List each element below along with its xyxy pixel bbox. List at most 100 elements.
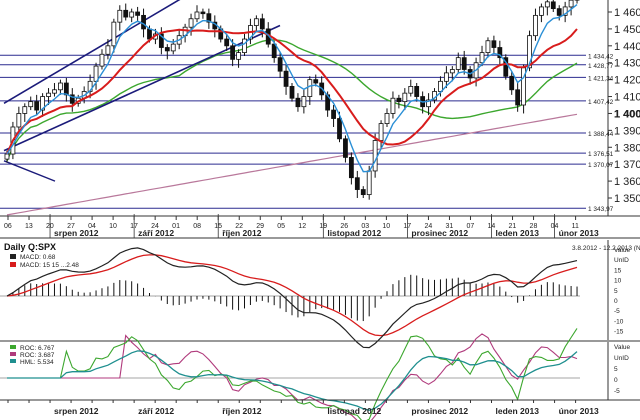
candle-body — [461, 57, 467, 70]
trend-line-short — [3, 160, 56, 182]
macd-right-label: Value — [614, 247, 631, 254]
level-label: 1 434,42 — [588, 53, 614, 60]
candle-body — [52, 89, 57, 94]
candle-body — [354, 177, 360, 190]
candle-body — [348, 157, 354, 179]
candle-body — [147, 28, 152, 40]
roc-legend-label: ROC: 3.687 — [20, 352, 55, 359]
x-month-label: září 2012 — [138, 228, 174, 238]
price-y-tick-label: 1 430 — [614, 58, 640, 70]
x-day-label: 31 — [445, 223, 453, 230]
candle-body — [509, 75, 515, 91]
candle-body — [402, 92, 408, 103]
x-day-label: 21 — [509, 223, 517, 230]
roc-right-label: UnID — [614, 355, 629, 362]
candle-body — [343, 138, 348, 158]
candle-body — [259, 18, 265, 30]
candle-body — [426, 99, 431, 108]
x-day-label: 27 — [67, 223, 75, 230]
candle-body — [515, 89, 521, 106]
candle-body — [123, 9, 129, 18]
macd-right-label: 10 — [614, 278, 622, 285]
x-day-label: 08 — [193, 223, 201, 230]
candle-body — [378, 123, 384, 141]
candle-body — [384, 113, 390, 124]
macd-legend-swatch — [10, 254, 16, 259]
candle-body — [206, 13, 212, 23]
roc-right-label: Value — [614, 344, 631, 351]
candle-body — [360, 189, 366, 196]
macd-right-label: -15 — [614, 329, 624, 336]
x-day-label: 07 — [466, 223, 474, 230]
candle-body — [533, 14, 538, 37]
candle-body — [366, 170, 372, 196]
candle-body — [200, 11, 206, 15]
candle-body — [194, 11, 200, 20]
candle-body — [337, 118, 342, 140]
bottom-x-month-label: únor 2013 — [559, 406, 599, 416]
roc-legend-swatch — [10, 345, 16, 349]
candle-body — [230, 45, 236, 60]
level-label: 1 421,34 — [588, 75, 614, 82]
candle-body — [63, 82, 69, 96]
candle-body — [527, 35, 532, 69]
candle-body — [158, 33, 164, 48]
price-y-tick-label: 1 420 — [614, 75, 640, 87]
x-day-label: 29 — [256, 223, 264, 230]
candle-body — [539, 6, 544, 16]
x-month-label: listopad 2012 — [327, 228, 381, 238]
macd-legend-label: MACD: 15 15 ...2.48 — [20, 262, 79, 269]
macd-line — [6, 247, 578, 349]
level-label: 1 370,07 — [588, 162, 614, 169]
candle-body — [556, 8, 562, 16]
candle-body — [295, 97, 301, 108]
roc-right-label: 5 — [614, 366, 618, 373]
macd-right-label: UnID — [614, 257, 629, 264]
ma-very-long-line — [6, 113, 578, 216]
candle-body — [46, 92, 51, 97]
price-y-tick-label: 1 410 — [614, 92, 640, 104]
bottom-x-month-label: září 2012 — [138, 406, 174, 416]
candle-body — [129, 11, 135, 18]
price-panel: 1 460 1 450 1 440 1 430 1 420 1 410 1 400 1 390… — [0, 0, 640, 239]
x-month-label: únor 2013 — [559, 228, 599, 238]
x-day-label: 26 — [340, 223, 348, 230]
roc-legend-label: HML: 5.534 — [20, 359, 54, 366]
candle-body — [491, 40, 497, 48]
candle-body — [277, 57, 283, 72]
macd-right-label: 15 — [614, 267, 622, 274]
macd-signal-line — [6, 254, 578, 337]
candle-body — [16, 113, 22, 128]
candle-body — [307, 79, 313, 97]
bottom-x-month-label: leden 2013 — [496, 406, 540, 416]
macd-right-label: 0 — [614, 298, 618, 305]
candle-body — [443, 72, 449, 82]
trend-channel-upper — [3, 0, 181, 104]
level-label: 1 343,97 — [588, 206, 614, 213]
roc-legend-swatch — [10, 352, 16, 356]
price-y-tick-label: 1 440 — [614, 41, 640, 53]
candle-body — [289, 86, 295, 99]
x-day-label: 24 — [151, 223, 159, 230]
bottom-x-month-label: srpen 2012 — [54, 406, 99, 416]
candle-body — [313, 79, 319, 84]
candle-body — [283, 70, 289, 87]
candle-body — [117, 9, 123, 23]
candle-body — [568, 0, 574, 8]
candle-body — [390, 97, 396, 114]
candle-body — [111, 21, 117, 47]
x-day-label: 10 — [382, 223, 390, 230]
macd-legend-label: MACD: 0.68 — [20, 254, 56, 261]
candle-body — [105, 45, 111, 55]
candle-body — [503, 57, 509, 77]
x-day-label: 01 — [172, 223, 180, 230]
candle-body — [544, 1, 550, 8]
candle-body — [438, 80, 443, 92]
x-day-label: 05 — [277, 223, 285, 230]
x-day-label: 03 — [361, 223, 369, 230]
candle-body — [301, 96, 307, 108]
macd-range-text: 3.8.2012 - 12.2.2013 (NYD) — [572, 245, 640, 252]
x-day-label: 24 — [424, 223, 432, 230]
